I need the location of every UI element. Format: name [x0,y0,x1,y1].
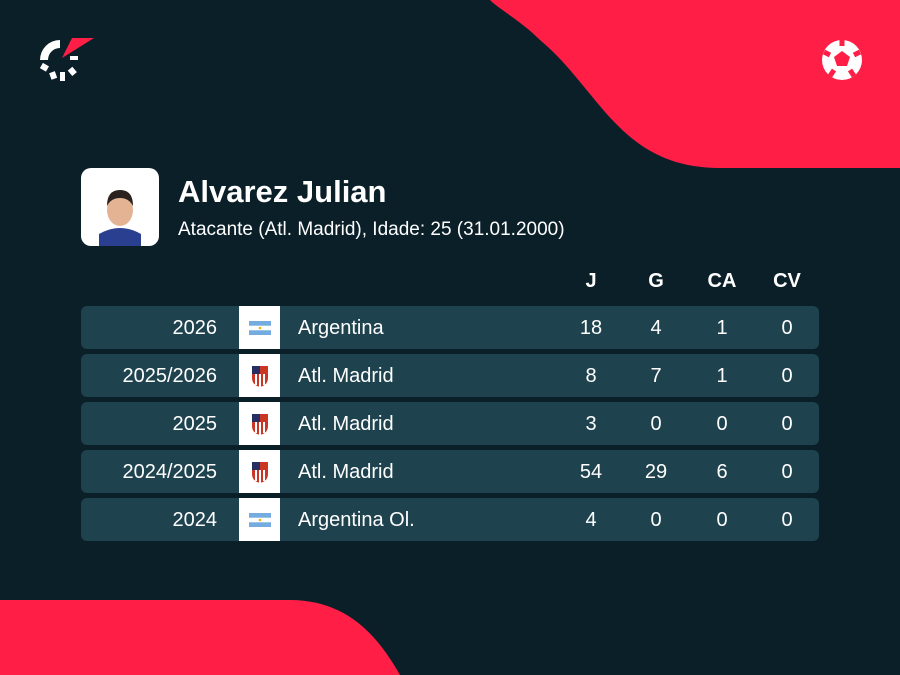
football-icon [822,40,862,80]
player-name: Alvarez Julian [178,174,387,209]
stat-ca: 6 [716,461,728,483]
stat-cv: 0 [781,365,793,387]
stat-g: 29 [644,461,668,483]
season: 2025 [172,413,218,435]
stat-g: 0 [650,413,662,435]
atletico-madrid-crest-icon [251,413,268,435]
stat-j: 18 [579,317,603,339]
table-row[interactable]: 2025/2026 Atl. Madrid 8 7 1 0 [81,354,819,397]
flashscore-logo-icon [39,38,94,81]
stat-g: 7 [650,365,662,387]
team-flag [239,402,280,445]
stat-ca: 1 [716,365,728,387]
team-name: Atl. Madrid [298,413,394,435]
argentina-flag-icon [248,512,271,527]
stat-ca: 0 [716,509,728,531]
team-flag [239,450,280,493]
stat-g: 0 [650,509,662,531]
column-header-ca: CA [707,270,737,292]
stat-j: 54 [579,461,603,483]
stat-g: 4 [650,317,662,339]
player-subtitle: Atacante (Atl. Madrid), Idade: 25 (31.01… [178,219,565,240]
team-flag [239,306,280,349]
atletico-madrid-crest-icon [251,365,268,387]
stat-j: 4 [585,509,597,531]
column-header-cv: CV [773,270,801,292]
column-header-j: J [585,270,597,292]
season: 2024 [172,509,218,531]
stat-cv: 0 [781,413,793,435]
stat-j: 3 [585,413,597,435]
table-row[interactable]: 2026 Argentina 18 4 1 0 [81,306,819,349]
stat-cv: 0 [781,509,793,531]
player-photo [81,168,159,246]
stat-ca: 1 [716,317,728,339]
stat-j: 8 [585,365,597,387]
stat-cv: 0 [781,317,793,339]
team-name: Atl. Madrid [298,461,394,483]
table-row[interactable]: 2024 Argentina Ol. 4 0 0 0 [81,498,819,541]
season: 2025/2026 [122,365,217,387]
stat-cv: 0 [781,461,793,483]
team-name: Atl. Madrid [298,365,394,387]
argentina-flag-icon [248,320,271,335]
table-row[interactable]: 2024/2025 Atl. Madrid 54 29 6 0 [81,450,819,493]
team-name: Argentina [298,317,384,339]
stat-ca: 0 [716,413,728,435]
team-flag [239,354,280,397]
table-row[interactable]: 2025 Atl. Madrid 3 0 0 0 [81,402,819,445]
atletico-madrid-crest-icon [251,461,268,483]
season: 2026 [172,317,218,339]
team-name: Argentina Ol. [298,509,415,531]
season: 2024/2025 [122,461,217,483]
team-flag [239,498,280,541]
column-header-g: G [648,270,664,292]
